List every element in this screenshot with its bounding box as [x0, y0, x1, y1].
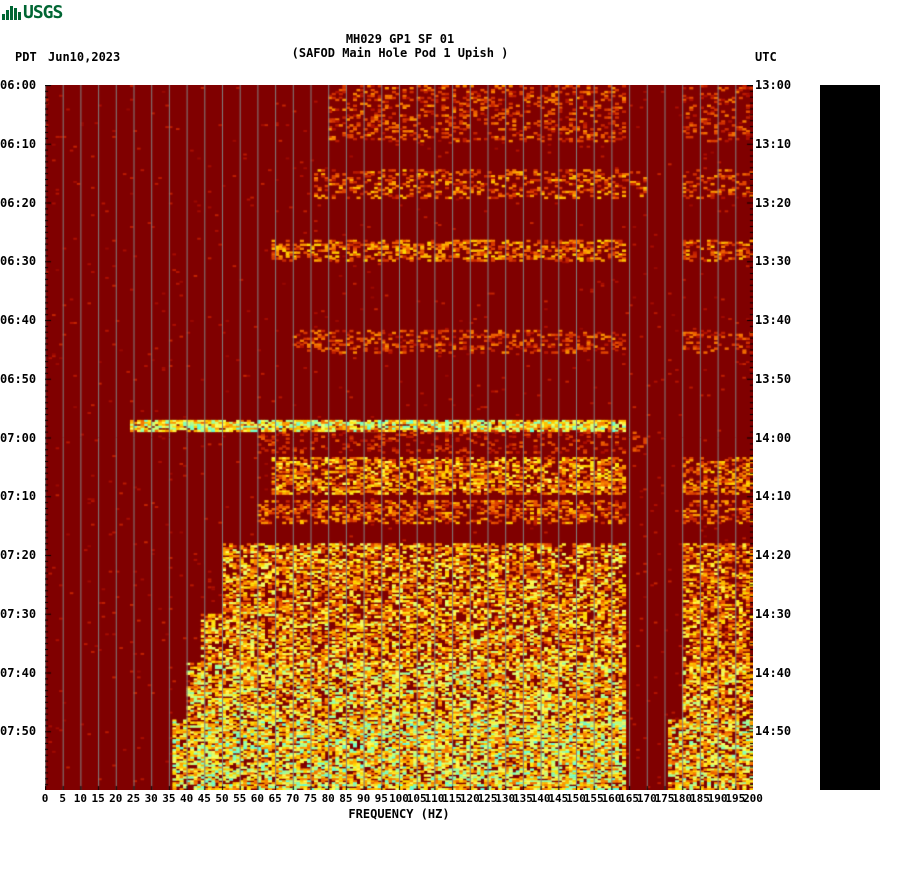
- y-right-tick: 14:30: [755, 607, 791, 621]
- y-left-tick: 07:10: [0, 489, 36, 503]
- x-tick: 35: [162, 792, 175, 805]
- date-label: Jun10,2023: [48, 50, 120, 64]
- x-axis-label: FREQUENCY (HZ): [45, 807, 753, 821]
- x-tick: 5: [59, 792, 66, 805]
- x-tick: 20: [109, 792, 122, 805]
- y-right-tick: 13:20: [755, 196, 791, 210]
- spectrogram-canvas: [45, 85, 753, 790]
- y-left-tick: 06:00: [0, 78, 36, 92]
- y-left-tick: 06:20: [0, 196, 36, 210]
- x-tick: 70: [286, 792, 299, 805]
- y-right-tick: 13:30: [755, 254, 791, 268]
- x-tick: 40: [180, 792, 193, 805]
- x-tick: 0: [42, 792, 49, 805]
- spectrogram-plot: [45, 85, 753, 790]
- colorbar: [820, 85, 880, 790]
- y-right-tick: 14:40: [755, 666, 791, 680]
- x-tick: 85: [339, 792, 352, 805]
- x-tick: 30: [145, 792, 158, 805]
- x-tick: 50: [215, 792, 228, 805]
- usgs-logo-bars: [2, 6, 21, 20]
- x-tick: 45: [198, 792, 211, 805]
- utc-label: UTC: [755, 50, 777, 64]
- x-tick: 25: [127, 792, 140, 805]
- y-left-tick: 06:40: [0, 313, 36, 327]
- y-left-tick: 07:00: [0, 431, 36, 445]
- x-tick: 60: [251, 792, 264, 805]
- x-tick: 65: [268, 792, 281, 805]
- y-left-tick: 07:40: [0, 666, 36, 680]
- y-right-tick: 14:10: [755, 489, 791, 503]
- y-left-tick: 06:10: [0, 137, 36, 151]
- y-left-tick: 07:50: [0, 724, 36, 738]
- y-left-tick: 07:20: [0, 548, 36, 562]
- y-right-tick: 13:10: [755, 137, 791, 151]
- y-axis-left-pdt: 06:0006:1006:2006:3006:4006:5007:0007:10…: [0, 85, 43, 790]
- title-line1: MH029 GP1 SF 01: [0, 32, 800, 46]
- y-right-tick: 13:00: [755, 78, 791, 92]
- y-right-tick: 14:20: [755, 548, 791, 562]
- usgs-logo-text: USGS: [23, 2, 62, 23]
- y-right-tick: 14:50: [755, 724, 791, 738]
- y-right-tick: 13:50: [755, 372, 791, 386]
- x-tick: 75: [304, 792, 317, 805]
- y-axis-right-utc: 13:0013:1013:2013:3013:4013:5014:0014:10…: [755, 85, 805, 790]
- x-tick: 55: [233, 792, 246, 805]
- y-left-tick: 07:30: [0, 607, 36, 621]
- x-tick: 200: [743, 792, 763, 805]
- x-tick: 10: [74, 792, 87, 805]
- y-right-tick: 14:00: [755, 431, 791, 445]
- y-right-tick: 13:40: [755, 313, 791, 327]
- x-axis-frequency: 0510152025303540455055606570758085909510…: [45, 792, 753, 832]
- x-tick: 90: [357, 792, 370, 805]
- pdt-label: PDT: [15, 50, 37, 64]
- x-tick: 15: [91, 792, 104, 805]
- x-tick: 95: [375, 792, 388, 805]
- usgs-logo: USGS: [2, 2, 62, 23]
- y-left-tick: 06:30: [0, 254, 36, 268]
- x-tick: 80: [322, 792, 335, 805]
- y-left-tick: 06:50: [0, 372, 36, 386]
